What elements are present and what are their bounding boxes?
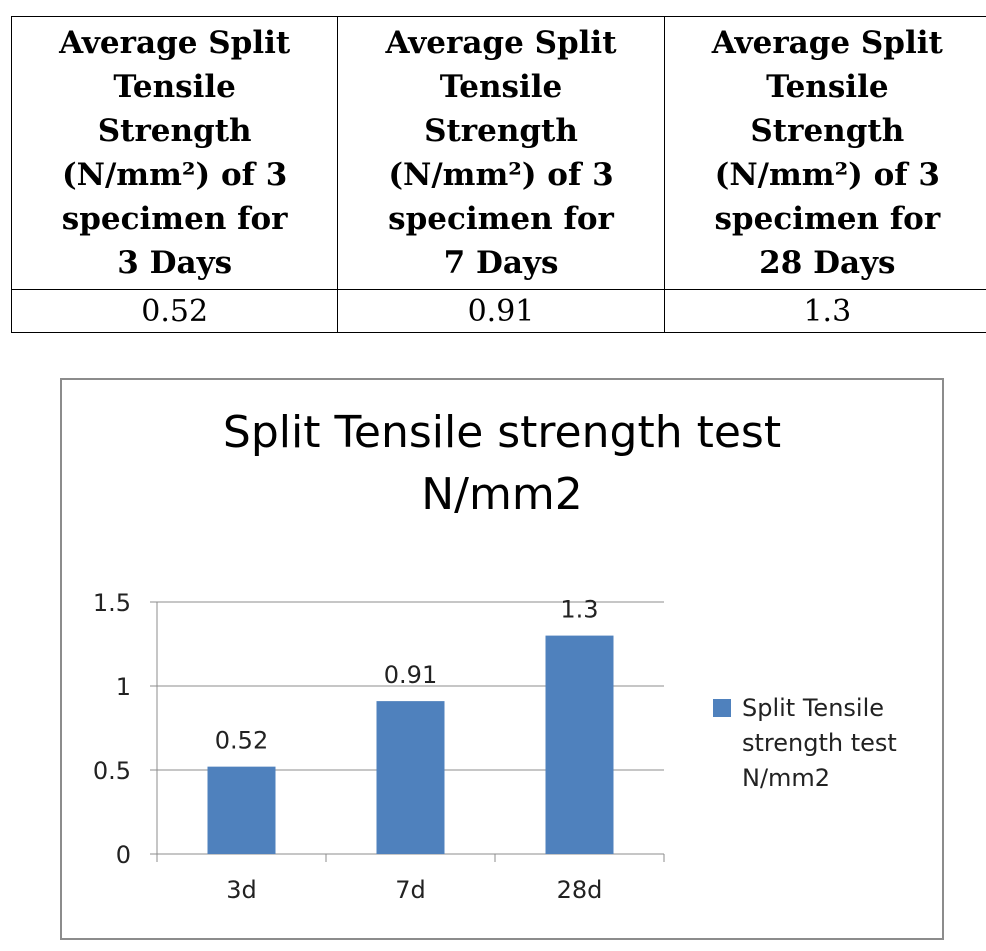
bar-chart: 0 0.5 1 1.5 0.52 3d 0.91 7d 1.3 28d Split Tensile s…	[93, 589, 897, 904]
bar	[545, 635, 614, 854]
x-tick-label: 7d	[395, 876, 426, 904]
strength-table: Average Split Tensile Strength (N/mm²) o…	[10, 16, 986, 333]
legend-label: Split Tensile	[742, 694, 884, 722]
y-tick-label: 0	[116, 841, 131, 869]
y-tick-label: 1	[116, 673, 131, 701]
value-28-days: 1.3	[663, 289, 986, 333]
table-header-row: Average Split Tensile Strength (N/mm²) o…	[10, 16, 986, 290]
chart-title: Split Tensile strength test N/mm2	[222, 407, 782, 520]
table-row: 0.52 0.91 1.3	[10, 289, 986, 333]
y-tick-label: 0.5	[93, 757, 131, 785]
legend-label: N/mm2	[742, 764, 830, 792]
header-28-days: Average Split Tensile Strength (N/mm²) o…	[663, 16, 986, 290]
header-7-days: Average Split Tensile Strength (N/mm²) o…	[337, 16, 665, 290]
data-label: 1.3	[560, 596, 598, 624]
value-7-days: 0.91	[337, 289, 665, 333]
bar	[207, 766, 276, 854]
data-label: 0.52	[215, 727, 268, 755]
x-tick-label: 3d	[226, 876, 257, 904]
data-label: 0.91	[384, 661, 437, 689]
legend-label: strength test	[742, 729, 897, 757]
header-3-days: Average Split Tensile Strength (N/mm²) o…	[10, 16, 339, 290]
bar	[376, 701, 445, 854]
x-tick-label: 28d	[557, 876, 603, 904]
value-3-days: 0.52	[10, 289, 339, 333]
chart-frame: Split Tensile strength test N/mm2 0 0.5 1 1…	[60, 378, 944, 940]
y-tick-label: 1.5	[93, 589, 131, 617]
legend-swatch	[713, 699, 731, 717]
